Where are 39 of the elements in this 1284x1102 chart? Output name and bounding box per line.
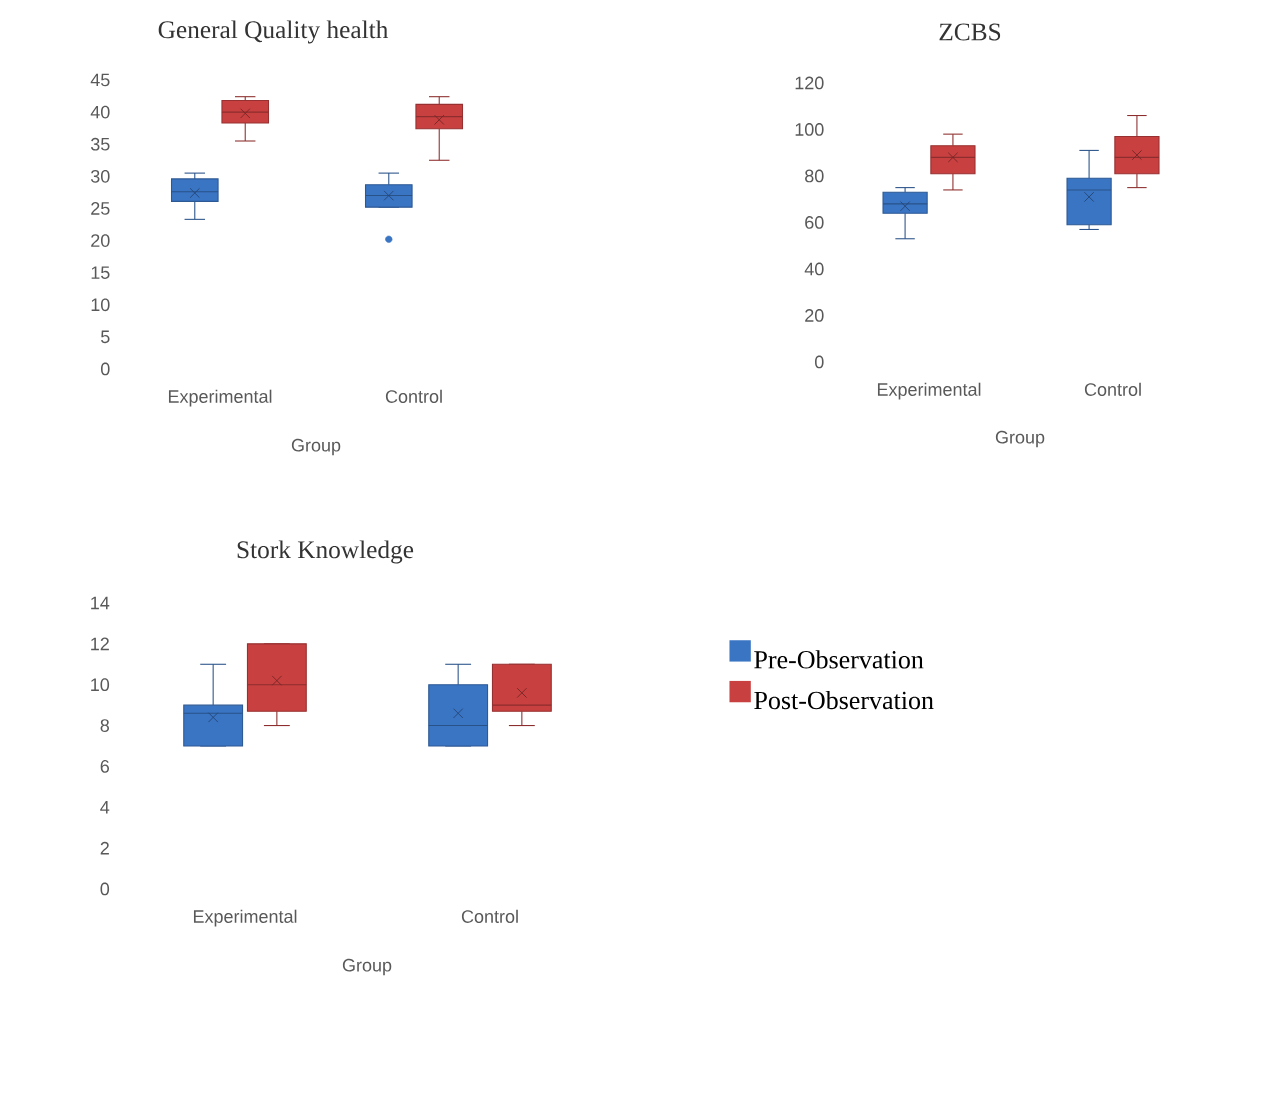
y-tick-label: 14 [91,596,110,610]
x-tick-label: Control [1084,382,1141,396]
y-tick-label: 25 [91,202,110,215]
y-tick-label: 2 [100,841,109,855]
x-tick-label: Control [461,909,518,923]
x-tick-label: Experimental [877,382,981,400]
y-tick-label: 40 [90,105,110,119]
y-tick-label: 35 [90,137,110,151]
y-tick-label: 4 [100,801,110,814]
y-tick-label: 45 [90,73,110,87]
y-tick-label: 30 [90,169,110,183]
y-tick-label: 0 [100,882,110,896]
y-tick-label: 12 [91,637,109,651]
y-tick-label: 0 [101,362,110,376]
x-axis-title: Group [342,958,392,976]
y-tick-label: 40 [804,262,824,276]
legend-label: Pre-Observation [754,650,924,669]
y-tick-label: 10 [91,298,110,312]
chart-title: General Quality health [158,20,389,44]
y-tick-label: 60 [805,216,824,229]
chart-title: ZCBS [939,23,1001,41]
x-tick-label: Control [385,389,442,403]
y-tick-label: 20 [805,309,824,322]
x-axis-title: Group [291,438,341,456]
y-tick-label: 120 [795,76,824,90]
x-tick-label: Experimental [193,909,297,927]
y-tick-label: 100 [795,123,824,136]
y-tick-label: 15 [91,266,110,279]
y-tick-label: 0 [815,355,824,369]
y-tick-label: 20 [91,234,110,247]
chart-title: Stork Knowledge [237,540,414,564]
y-tick-label: 10 [91,678,110,692]
y-tick-label: 5 [101,330,110,344]
y-tick-label: 8 [100,719,110,732]
y-tick-label: 80 [805,169,824,183]
x-tick-label: Experimental [168,389,272,407]
legend-label: Post-Observation [754,690,934,710]
x-axis-title: Group [995,430,1045,448]
y-tick-label: 6 [100,760,110,773]
